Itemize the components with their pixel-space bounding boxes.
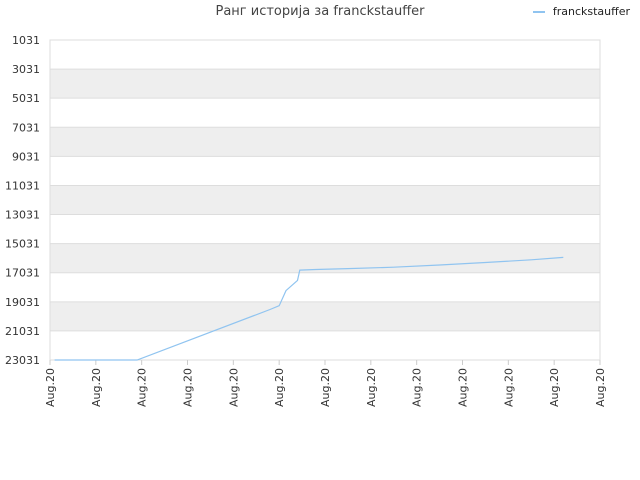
x-tick-label: Aug.20	[90, 368, 103, 407]
y-tick-label: 3031	[12, 63, 40, 76]
y-tick-label: 9031	[12, 150, 40, 163]
x-tick-label: Aug.20	[548, 368, 561, 407]
plot-band	[50, 127, 600, 157]
plot-band	[50, 40, 600, 70]
legend-swatch	[532, 10, 545, 13]
legend: franckstauffer	[532, 5, 630, 18]
x-tick-label: Aug.20	[227, 368, 240, 407]
x-tick-label: Aug.20	[411, 368, 424, 407]
y-tick-label: 17031	[5, 267, 40, 280]
x-tick-label: Aug.20	[594, 368, 607, 407]
x-tick-label: Aug.20	[502, 368, 515, 407]
x-tick-label: Aug.20	[136, 368, 149, 407]
plot-band	[50, 185, 600, 215]
y-tick-label: 23031	[5, 354, 40, 367]
series-line-franckstauffer	[54, 256, 564, 361]
plot-band	[50, 272, 600, 302]
x-tick-label: Aug.20	[273, 368, 286, 407]
x-tick-label: Aug.20	[182, 368, 195, 407]
plot-band	[50, 156, 600, 186]
legend-label-franckstauffer: franckstauffer	[552, 5, 630, 18]
y-tick-label: 11031	[5, 179, 40, 192]
plot-band	[50, 69, 600, 99]
y-tick-label: 5031	[12, 92, 40, 105]
chart-title: Ранг историја за franckstauffer	[215, 4, 425, 19]
plot-band	[50, 98, 600, 128]
y-tick-label: 7031	[12, 121, 40, 134]
plot-band	[50, 243, 600, 273]
y-tick-label: 21031	[5, 325, 40, 338]
x-tick-label: Aug.20	[44, 368, 57, 407]
y-tick-label: 13031	[5, 209, 40, 222]
plot-band	[50, 301, 600, 331]
y-tick-label: 1031	[12, 34, 40, 47]
y-tick-label: 15031	[5, 238, 40, 251]
x-tick-label: Aug.20	[457, 368, 470, 407]
y-tick-label: 19031	[5, 296, 40, 309]
plot-band	[50, 214, 600, 244]
x-tick-label: Aug.20	[319, 368, 332, 407]
plot-band	[50, 330, 600, 360]
x-tick-label: Aug.20	[365, 368, 378, 407]
